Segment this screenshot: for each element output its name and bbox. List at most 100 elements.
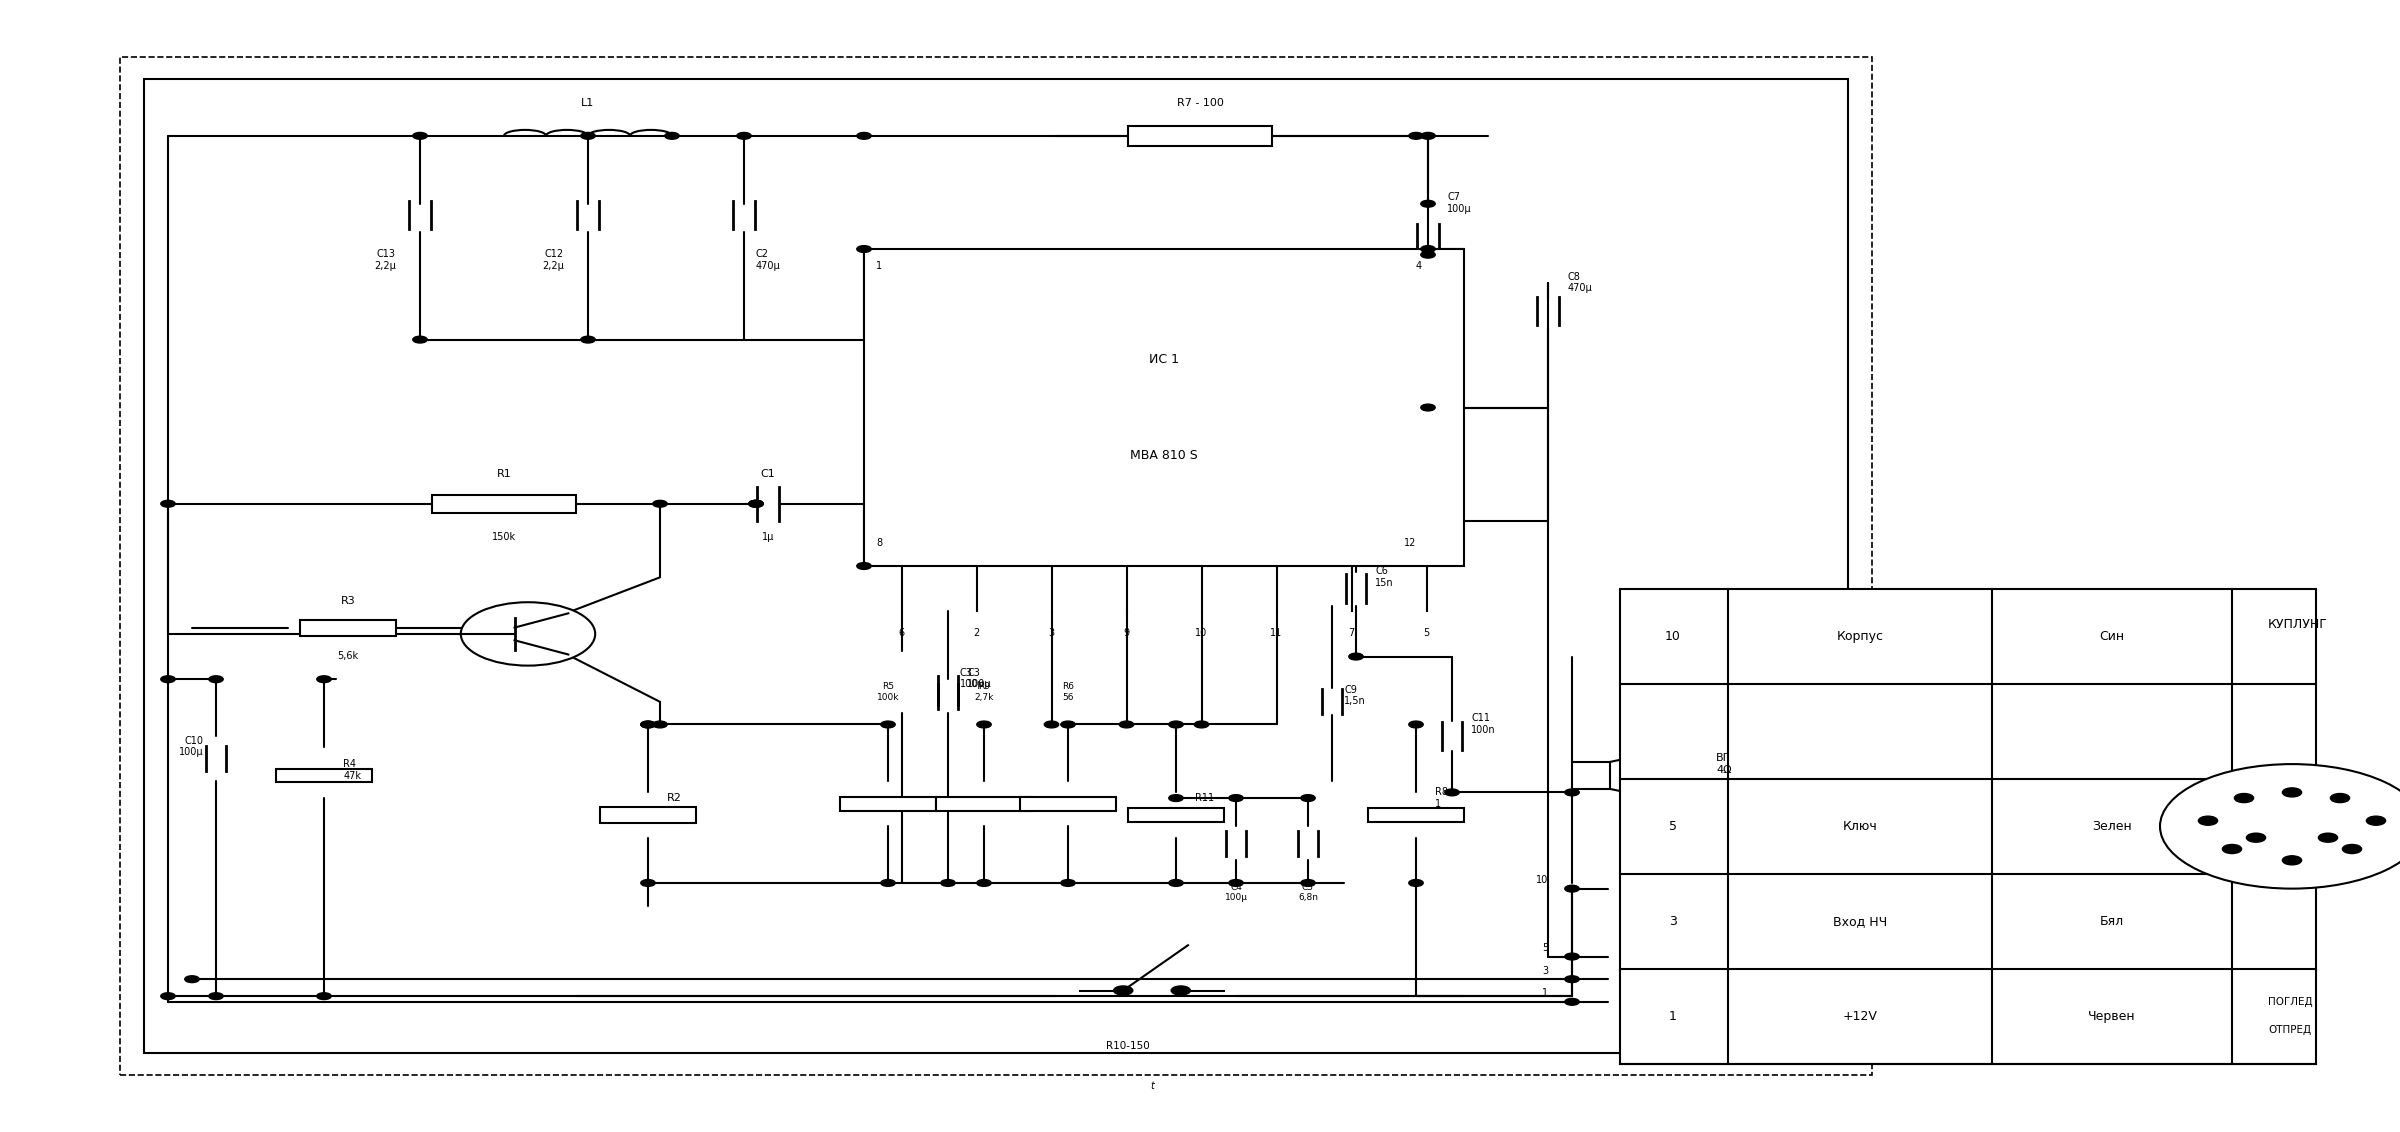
Text: 1: 1 xyxy=(876,261,883,272)
Text: 10: 10 xyxy=(1536,875,1548,885)
Circle shape xyxy=(581,336,595,343)
Bar xyxy=(1128,126,1272,146)
Bar xyxy=(144,79,1848,1053)
Bar xyxy=(1128,808,1224,822)
Bar xyxy=(432,495,576,513)
Circle shape xyxy=(2318,833,2338,842)
Circle shape xyxy=(1409,721,1423,728)
Text: C7
100μ: C7 100μ xyxy=(1447,192,1471,214)
Circle shape xyxy=(413,132,427,139)
Circle shape xyxy=(2246,833,2266,842)
Circle shape xyxy=(641,721,655,728)
Text: R5
100k: R5 100k xyxy=(876,683,900,702)
Circle shape xyxy=(1409,880,1423,886)
Circle shape xyxy=(209,676,223,683)
Text: 9: 9 xyxy=(1123,628,1130,638)
Circle shape xyxy=(749,500,763,507)
Circle shape xyxy=(1565,976,1579,983)
Circle shape xyxy=(977,721,991,728)
Text: C4
100μ: C4 100μ xyxy=(1224,883,1248,902)
Circle shape xyxy=(1114,986,1133,995)
Circle shape xyxy=(317,993,331,1000)
Text: 7: 7 xyxy=(1349,628,1354,638)
Text: ВГ
4Ω: ВГ 4Ω xyxy=(1716,753,1733,775)
Text: Бял: Бял xyxy=(2100,915,2124,928)
Text: R3: R3 xyxy=(341,595,355,606)
Circle shape xyxy=(2222,844,2242,854)
Text: C13
2,2μ: C13 2,2μ xyxy=(374,249,396,271)
Text: Корпус: Корпус xyxy=(1836,629,1884,643)
Text: ИС 1: ИС 1 xyxy=(1150,353,1178,367)
Circle shape xyxy=(1061,880,1075,886)
Circle shape xyxy=(2160,764,2400,889)
Text: Червен: Червен xyxy=(2088,1010,2136,1023)
Circle shape xyxy=(1171,986,1190,995)
Text: C8
470μ: C8 470μ xyxy=(1567,272,1591,293)
Bar xyxy=(1572,762,1610,789)
Text: 5: 5 xyxy=(1668,820,1678,833)
Circle shape xyxy=(1169,721,1183,728)
Circle shape xyxy=(1061,721,1075,728)
Text: КУПЛУНГ: КУПЛУНГ xyxy=(2268,618,2328,632)
Text: R4
47k: R4 47k xyxy=(343,758,362,781)
Circle shape xyxy=(1229,795,1243,801)
Circle shape xyxy=(317,676,331,683)
Text: L1: L1 xyxy=(581,97,595,108)
Circle shape xyxy=(2342,844,2362,854)
Bar xyxy=(600,807,696,823)
Text: 10: 10 xyxy=(1195,628,1207,638)
Circle shape xyxy=(857,563,871,569)
Text: 4: 4 xyxy=(1416,261,1423,272)
Circle shape xyxy=(1301,795,1315,801)
Text: R7 - 100: R7 - 100 xyxy=(1176,97,1224,108)
Bar xyxy=(864,249,1464,566)
Text: R1: R1 xyxy=(497,469,511,479)
Text: C12
2,2μ: C12 2,2μ xyxy=(542,249,564,271)
Circle shape xyxy=(653,500,667,507)
Circle shape xyxy=(1044,721,1058,728)
Circle shape xyxy=(161,676,175,683)
Circle shape xyxy=(1421,200,1435,207)
Circle shape xyxy=(1565,998,1579,1005)
Text: C11
100n: C11 100n xyxy=(1471,713,1495,735)
Circle shape xyxy=(1565,953,1579,960)
Text: 150k: 150k xyxy=(492,532,516,542)
Bar xyxy=(936,797,1032,811)
Text: 5: 5 xyxy=(1541,943,1548,953)
Text: 5,6k: 5,6k xyxy=(338,651,358,661)
Bar xyxy=(840,797,936,811)
Circle shape xyxy=(641,880,655,886)
Circle shape xyxy=(977,880,991,886)
Text: 3: 3 xyxy=(1049,628,1054,638)
Text: С6
15n: С6 15n xyxy=(1375,566,1394,588)
Text: C1: C1 xyxy=(761,469,775,479)
Text: Вход НЧ: Вход НЧ xyxy=(1834,915,1886,928)
Text: t: t xyxy=(1150,1081,1154,1091)
Circle shape xyxy=(881,721,895,728)
Circle shape xyxy=(881,880,895,886)
Circle shape xyxy=(2234,794,2254,803)
Text: Зелен: Зелен xyxy=(2093,820,2131,833)
Text: 3: 3 xyxy=(1668,915,1678,928)
Circle shape xyxy=(161,993,175,1000)
Text: 3: 3 xyxy=(1541,966,1548,976)
Text: R9
2,7k: R9 2,7k xyxy=(974,683,994,702)
Text: R11: R11 xyxy=(1195,794,1214,803)
Circle shape xyxy=(1421,132,1435,139)
Text: C5
6,8n: C5 6,8n xyxy=(1298,883,1318,902)
Text: C10
100μ: C10 100μ xyxy=(180,736,204,757)
Circle shape xyxy=(1565,885,1579,892)
Circle shape xyxy=(1421,404,1435,411)
Circle shape xyxy=(653,721,667,728)
Circle shape xyxy=(1349,653,1363,660)
Bar xyxy=(1020,797,1116,811)
Circle shape xyxy=(1445,789,1459,796)
Circle shape xyxy=(857,246,871,252)
Text: 2: 2 xyxy=(974,628,979,638)
Circle shape xyxy=(1421,246,1435,252)
Text: +12V: +12V xyxy=(1843,1010,1877,1023)
Circle shape xyxy=(1301,880,1315,886)
Circle shape xyxy=(737,132,751,139)
Circle shape xyxy=(749,500,763,507)
Bar xyxy=(1368,808,1464,822)
